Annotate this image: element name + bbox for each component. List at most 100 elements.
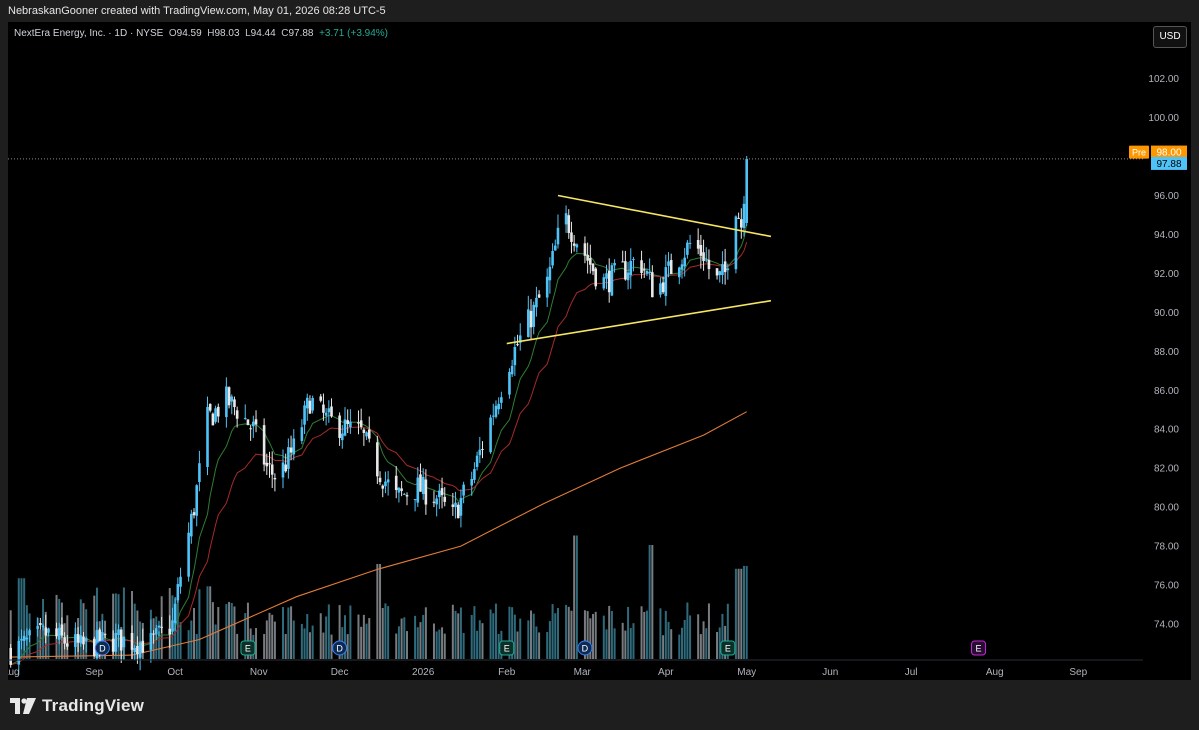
event-marker-label: E <box>725 644 731 654</box>
candle-body <box>405 495 409 497</box>
candle-body <box>195 485 199 516</box>
volume-bar <box>217 607 220 659</box>
time-tick-label: May <box>737 667 756 678</box>
candle-body <box>233 399 236 408</box>
volume-bar <box>667 621 670 659</box>
volume-bar <box>664 610 667 659</box>
candle-body <box>715 268 719 276</box>
candle-body <box>243 417 247 419</box>
candle-body <box>702 252 705 262</box>
candle-body <box>225 386 228 418</box>
volume-bar <box>319 613 322 659</box>
time-tick-label: Jun <box>822 667 838 678</box>
volume-bar <box>23 578 26 659</box>
candle-body <box>292 438 296 455</box>
time-tick-label: Feb <box>498 667 516 678</box>
price-chart[interactable]: 102.00 100.00 98.00 96.00 94.00 92.00 90.00 88.… <box>8 22 1191 680</box>
volume-bar <box>481 623 484 659</box>
candle-body <box>357 422 360 424</box>
candle-body <box>349 421 352 428</box>
time-tick-label: Sep <box>1069 667 1087 678</box>
dividend-marker <box>332 640 348 656</box>
chart-area[interactable]: 102.00 100.00 98.00 96.00 94.00 92.00 90.00 88.… <box>8 22 1191 680</box>
volume-bar <box>406 631 409 659</box>
candle-body <box>287 447 290 469</box>
candle-body <box>303 405 306 425</box>
volume-bar <box>492 613 495 659</box>
candle-body <box>613 263 616 266</box>
candle-body <box>624 261 627 280</box>
candle-body <box>742 203 746 228</box>
volume-bar <box>273 621 276 659</box>
volume-bar <box>689 615 692 659</box>
candle-body <box>55 628 58 637</box>
volume-bar <box>589 618 592 659</box>
price-tick-label: 90.00 <box>1154 308 1179 319</box>
price-tick-label: 88.00 <box>1154 347 1179 358</box>
volume-bar <box>670 629 673 659</box>
candle-body <box>47 628 50 633</box>
high-value: 98.03 <box>214 28 240 39</box>
volume-bar <box>265 620 268 659</box>
volume-bar <box>745 565 748 659</box>
candle-body <box>696 239 700 249</box>
candle-body <box>74 634 77 647</box>
volume-bar <box>308 632 311 659</box>
candle-body <box>661 282 665 293</box>
tradingview-logo-icon <box>10 698 36 714</box>
volume-bar <box>608 605 611 659</box>
candle-body <box>230 396 234 402</box>
price-tick-label: 92.00 <box>1154 269 1179 280</box>
pre-market-tag <box>1129 145 1149 159</box>
volume-bar <box>36 617 39 659</box>
event-marker-label: D <box>99 644 106 654</box>
candle-body <box>718 271 722 276</box>
candle-body <box>17 640 21 665</box>
attribution-text: NebraskanGooner created with TradingView… <box>8 5 386 17</box>
candle-body <box>626 272 630 281</box>
volume-bar <box>376 564 379 659</box>
volume-bar <box>721 613 724 659</box>
candle-body <box>403 493 406 495</box>
price-tick-label: 94.00 <box>1154 230 1179 241</box>
price-tick-label: 76.00 <box>1154 581 1179 592</box>
candle-body <box>677 267 681 278</box>
candle-body <box>564 213 568 225</box>
candle-body <box>551 251 554 266</box>
volume-bar <box>195 634 198 659</box>
candle-body <box>610 265 614 296</box>
ema-short-line <box>10 223 748 666</box>
volume-bar <box>246 602 249 659</box>
candle-body <box>532 304 536 327</box>
candle-body <box>556 227 560 245</box>
volume-bar <box>629 628 632 659</box>
time-tick-label: Sep <box>85 667 103 678</box>
currency-button[interactable]: USD <box>1153 26 1187 48</box>
volume-bar <box>187 630 190 659</box>
candle-body <box>208 403 212 411</box>
candle-body <box>667 261 670 266</box>
volume-bar <box>659 608 662 659</box>
candle-body <box>249 428 252 430</box>
candle-body <box>82 636 85 645</box>
volume-bar <box>726 603 729 659</box>
close-value: 97.88 <box>288 28 314 39</box>
tradingview-logo[interactable]: TradingView <box>10 696 144 716</box>
candle-body <box>98 629 101 645</box>
volume-bar <box>303 628 306 659</box>
volume-bar <box>360 626 363 659</box>
pre-market-tag-text: Pre <box>1132 148 1146 158</box>
volume-bar <box>718 627 721 659</box>
candle-body <box>494 405 498 417</box>
volume-bar <box>400 618 403 659</box>
volume-bar <box>594 611 597 659</box>
volume-bar <box>476 630 479 659</box>
candle-body <box>300 427 304 441</box>
volume-bar <box>268 612 271 659</box>
candle-body <box>602 277 606 289</box>
candle-body <box>235 410 239 419</box>
candle-body <box>268 463 271 465</box>
volume-bar <box>414 615 417 659</box>
candle-body <box>535 297 538 308</box>
candle-body <box>683 257 686 267</box>
